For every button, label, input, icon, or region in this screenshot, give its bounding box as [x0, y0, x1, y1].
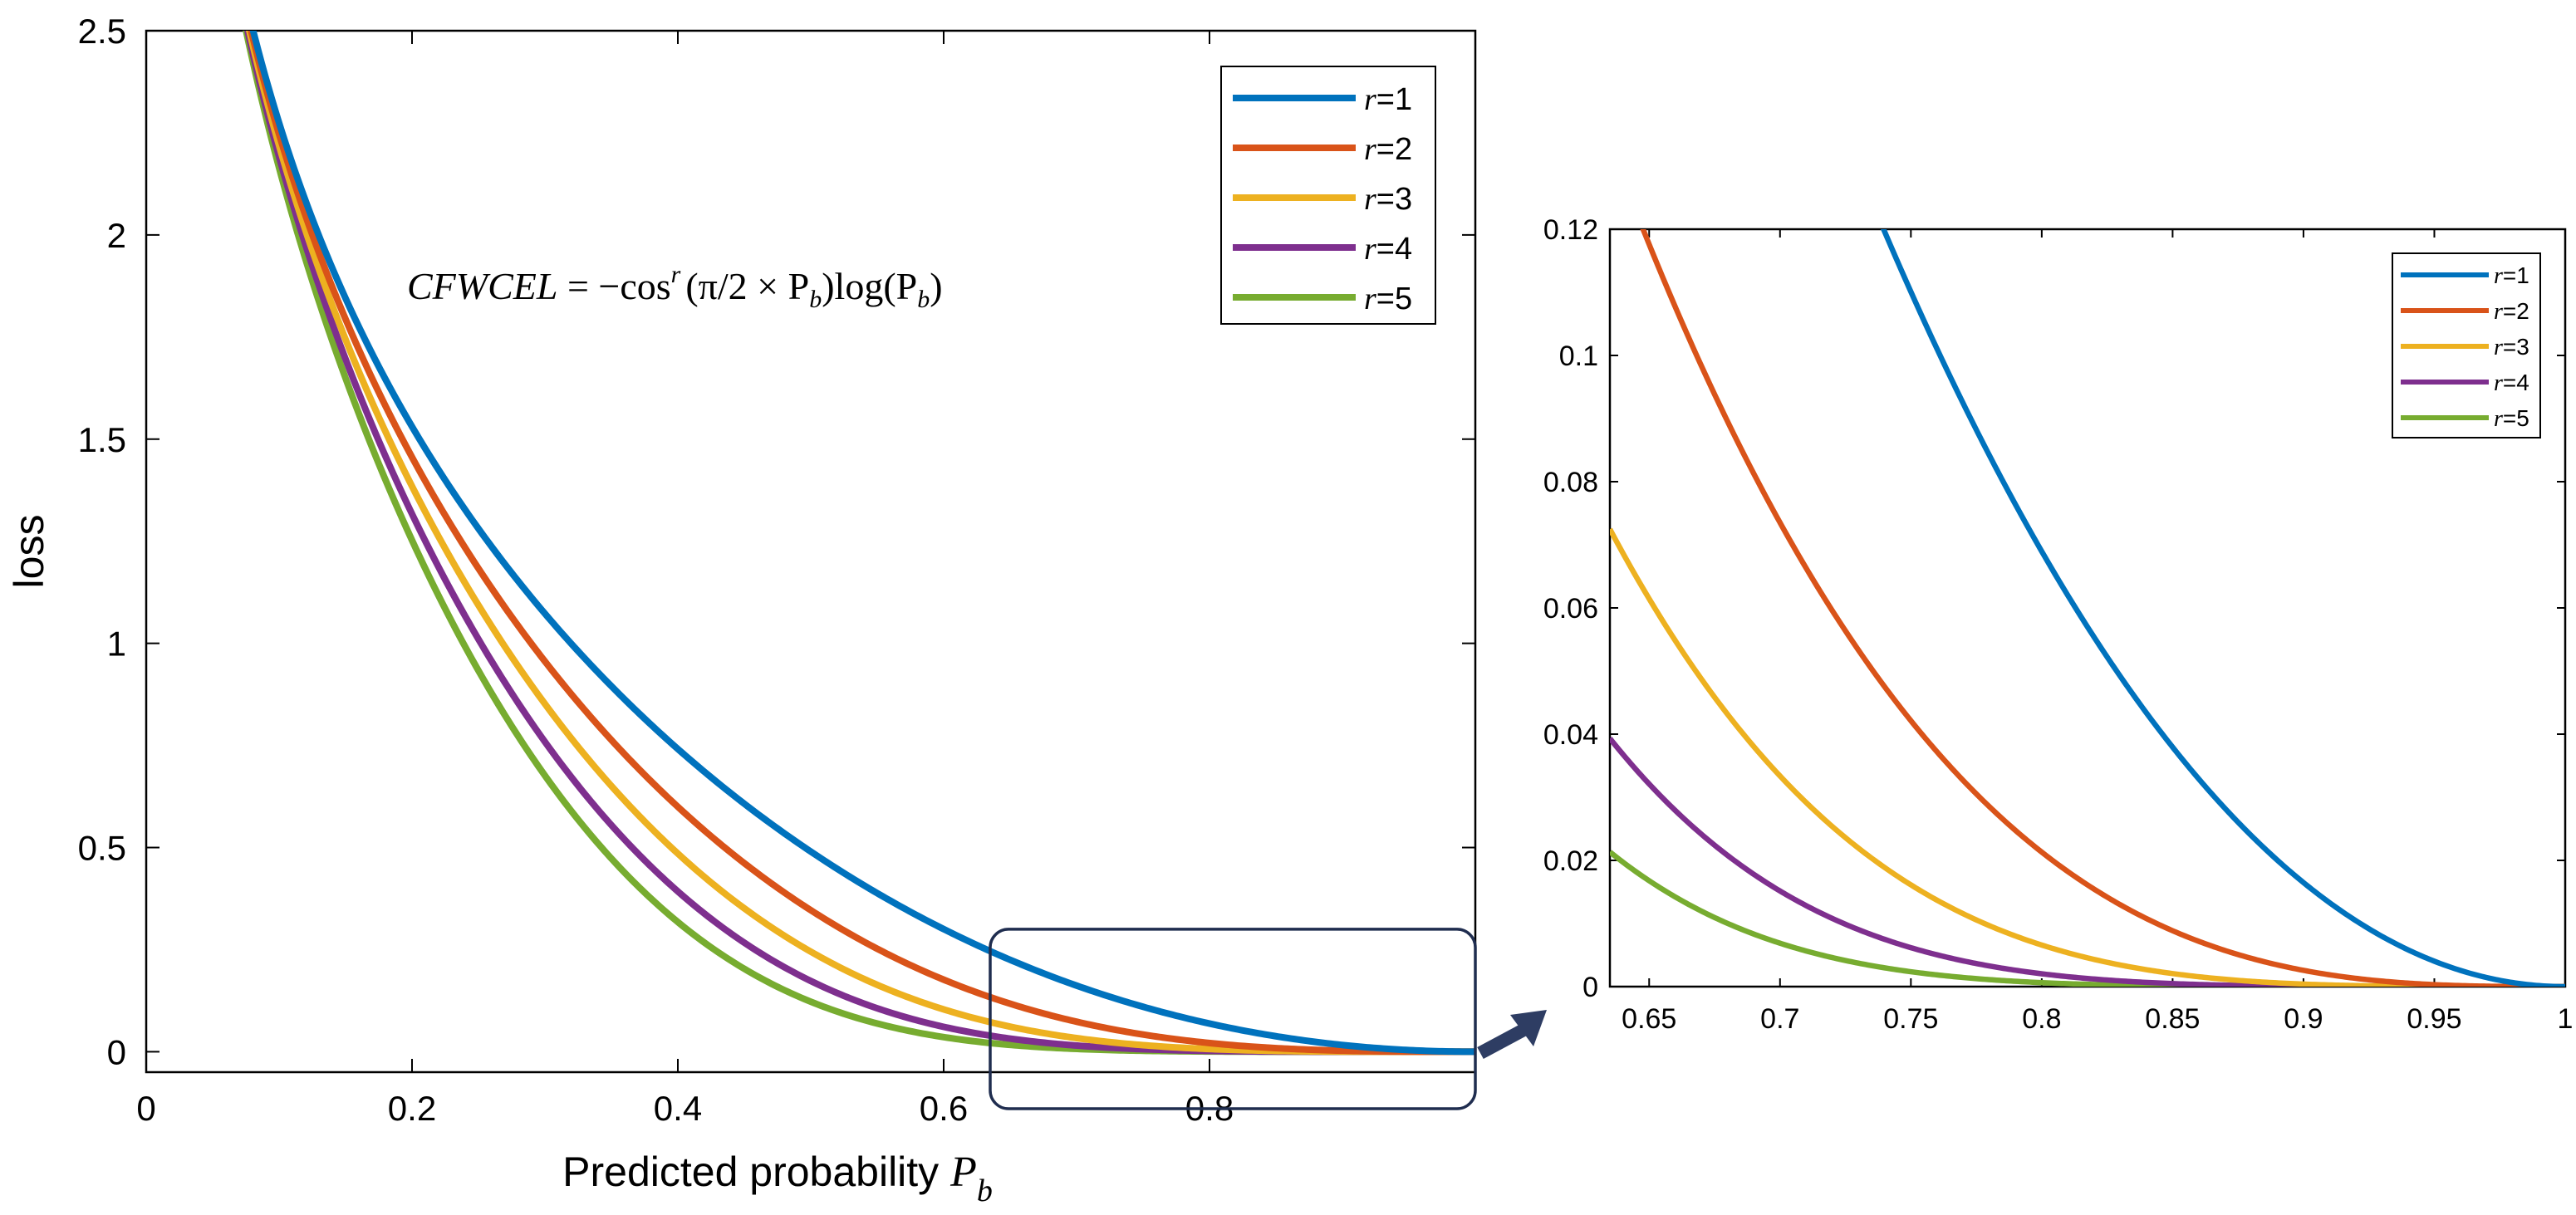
series-group [1610, 229, 2565, 987]
legend-label-r1: r=1 [2494, 262, 2529, 289]
series-line-r2 [1640, 229, 2565, 987]
x-tick-label: 0.95 [2407, 1003, 2461, 1035]
y-tick-label: 0.1 [1559, 340, 1598, 372]
legend-label-r2: r=2 [1364, 132, 1412, 167]
series-line-r3 [246, 31, 1475, 1056]
series-line-r1 [249, 31, 1475, 1056]
legend-label-r4: r=4 [1364, 232, 1412, 267]
arrow-shaft [1477, 1021, 1530, 1060]
y-tick-label: 2 [107, 216, 126, 255]
x-tick-label: 0.6 [920, 1089, 968, 1128]
series-line-r2 [248, 31, 1475, 1056]
x-tick-label: 0.2 [388, 1089, 436, 1128]
legend-label-r3: r=3 [2494, 334, 2529, 360]
legend-label-r1: r=1 [1364, 82, 1412, 117]
y-tick-label: 0.12 [1543, 214, 1598, 246]
x-tick-label: 0.65 [1622, 1003, 1676, 1035]
y-tick-label: 1 [107, 625, 126, 664]
plot-frame [145, 29, 1477, 1074]
x-tick-label: 0.75 [1883, 1003, 1938, 1035]
legend-label-r5: r=5 [2494, 405, 2529, 432]
arrow-head [1510, 1010, 1547, 1046]
y-tick-label: 0.04 [1543, 719, 1598, 751]
y-tick-label: 0.06 [1543, 593, 1598, 625]
x-tick-label: 0.7 [1760, 1003, 1799, 1035]
series-line-r1 [1880, 229, 2565, 987]
y-axis-label: loss [6, 515, 52, 589]
y-tick-label: 0.5 [78, 829, 126, 868]
x-tick-label: 0.85 [2145, 1003, 2200, 1035]
x-tick-label: 0.9 [2284, 1003, 2323, 1035]
series-line-r3 [1610, 527, 2565, 987]
series-group [243, 31, 1475, 1056]
series-line-r5 [1610, 850, 2565, 987]
x-axis-label: Predicted probability Pb [562, 1149, 993, 1208]
y-tick-label: 0 [107, 1032, 126, 1071]
zoom-chart: 0.65 0.7 0.75 0.8 0.85 0.9 0.95 1 0 0.02 0.04 0.06 0… [1543, 214, 2574, 1035]
legend-label-r3: r=3 [1364, 182, 1412, 217]
zoom-region-box [989, 928, 1477, 1110]
y-tick-label: 1.5 [78, 420, 126, 459]
legend-label-r5: r=5 [1364, 282, 1412, 316]
legend-label-r2: r=2 [2494, 298, 2529, 325]
y-tick-label: 0.02 [1543, 845, 1598, 877]
x-tick-label: 0.8 [2022, 1003, 2061, 1035]
x-tick-label: 1 [2558, 1003, 2574, 1035]
legend-label-r4: r=4 [2494, 370, 2529, 396]
series-line-r4 [1610, 737, 2565, 987]
y-tick-label: 0.08 [1543, 467, 1598, 498]
zoom-arrow [1477, 1010, 1547, 1060]
x-tick-label: 0 [136, 1089, 155, 1128]
y-tick-label: 2.5 [78, 12, 126, 51]
formula: CFWCEL = −cosr (π/2 × Pb)log(Pb) [407, 261, 943, 313]
y-tick-label: 0 [1582, 972, 1598, 1003]
x-tick-label: 0.4 [654, 1089, 702, 1128]
